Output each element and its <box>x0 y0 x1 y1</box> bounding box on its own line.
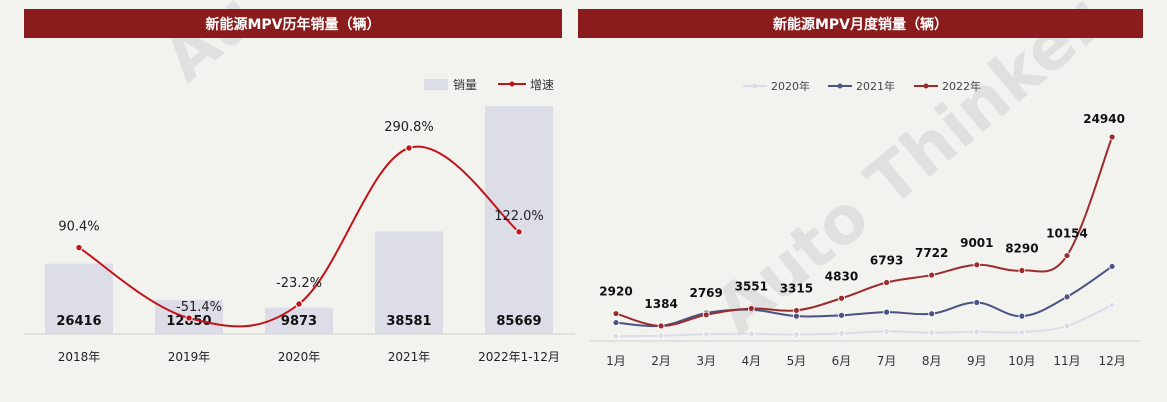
bar-2 <box>265 307 333 334</box>
growth-label-4: 122.0% <box>494 209 544 224</box>
series-1-point-5 <box>838 311 845 319</box>
growth-label-0: 90.4% <box>58 220 99 235</box>
monthly-chart-title: 新能源MPV月度销量（辆） <box>578 9 1143 38</box>
x-tick-label-3: 2021年 <box>388 350 431 364</box>
legend-volume-swatch <box>424 79 448 90</box>
series-0-point-3 <box>747 330 755 338</box>
series-0-point-4 <box>792 331 800 338</box>
series-2-label-3: 3551 <box>735 280 768 294</box>
x-tick-label-2: 2020年 <box>278 350 321 364</box>
bar-value-label-4: 85669 <box>496 314 541 329</box>
series-1-point-11 <box>1108 263 1116 270</box>
growth-label-3: 290.8% <box>384 120 434 135</box>
series-2-label-2: 2769 <box>689 286 722 300</box>
legend-growth-label: 增速 <box>530 78 554 92</box>
series-2-point-8 <box>973 261 981 269</box>
legend-label-1: 2021年 <box>856 79 895 93</box>
x-tick-label-3: 4月 <box>741 354 761 368</box>
x-tick-label-7: 8月 <box>922 354 942 368</box>
x-tick-label-4: 2022年1-12月 <box>478 350 560 364</box>
annual-sales-chart: 销量增速264162018年128502019年98732020年3858120… <box>24 78 575 364</box>
series-0-point-6 <box>883 327 891 335</box>
series-2-point-7 <box>928 271 936 279</box>
bar-value-label-0: 26416 <box>56 314 101 329</box>
x-tick-label-9: 10月 <box>1008 354 1035 368</box>
series-2-point-6 <box>883 279 891 286</box>
legend-label-0: 2020年 <box>771 79 810 93</box>
growth-point-4 <box>515 228 523 236</box>
series-1-point-7 <box>928 310 936 318</box>
series-0-point-10 <box>1063 322 1071 330</box>
growth-line <box>78 145 520 328</box>
annual-sales-panel: 新能源MPV历年销量（辆） 销量增速264162018年128502019年98… <box>0 0 578 402</box>
growth-point-1 <box>185 314 193 322</box>
series-2-point-5 <box>838 294 845 302</box>
series-0-point-1 <box>657 332 665 340</box>
legend-volume-label: 销量 <box>453 78 477 92</box>
series-line-0 <box>615 304 1113 338</box>
series-2-label-0: 2920 <box>599 285 632 299</box>
monthly-sales-panel: 新能源MPV月度销量（辆） 2020年 2021年 2022年 1月 2月 3月 4月 5月 6… <box>578 0 1167 402</box>
x-tick-label-0: 1月 <box>606 354 626 368</box>
series-1-point-6 <box>883 308 891 316</box>
series-1-point-10 <box>1063 293 1071 301</box>
growth-label-1: -51.4% <box>176 300 222 315</box>
x-tick-label-5: 6月 <box>832 354 852 368</box>
series-2-point-3 <box>747 305 755 312</box>
x-tick-label-0: 2018年 <box>58 350 101 364</box>
growth-point-3 <box>405 144 413 152</box>
series-0-point-11 <box>1108 301 1116 309</box>
series-2-label-10: 10154 <box>1046 227 1088 241</box>
x-tick-label-6: 7月 <box>877 354 897 368</box>
series-2-point-4 <box>792 307 800 314</box>
legend-marker-1 <box>837 83 843 89</box>
x-tick-label-8: 9月 <box>967 354 987 368</box>
series-0-point-2 <box>702 330 710 338</box>
bar-value-label-2: 9873 <box>281 314 317 329</box>
series-2-label-7: 7722 <box>915 246 948 260</box>
series-1-point-9 <box>1018 312 1026 320</box>
series-2-label-4: 3315 <box>780 281 813 295</box>
series-2-label-1: 1384 <box>644 297 677 311</box>
growth-label-2: -23.2% <box>276 276 322 291</box>
series-2-point-0 <box>612 310 620 317</box>
x-tick-label-2: 3月 <box>696 354 716 368</box>
growth-point-0 <box>75 243 83 252</box>
legend-label-2: 2022年 <box>942 79 981 93</box>
series-1-point-0 <box>612 319 620 326</box>
annual-chart-title: 新能源MPV历年销量（辆） <box>24 9 562 38</box>
bar-value-label-3: 38581 <box>386 314 431 329</box>
series-1-point-8 <box>973 299 981 306</box>
series-0-point-9 <box>1018 328 1026 336</box>
series-0-point-5 <box>838 329 845 337</box>
bar-0 <box>45 263 113 334</box>
series-0-point-8 <box>973 328 981 336</box>
growth-point-2 <box>295 300 303 308</box>
series-2-label-11: 24940 <box>1083 112 1125 126</box>
x-tick-label-10: 11月 <box>1053 354 1080 368</box>
series-2-label-8: 9001 <box>960 236 993 250</box>
monthly-sales-chart: 2020年 2021年 2022年 1月 2月 3月 4月 5月 6月 7月 8月 9月 10月 11月 1… <box>590 79 1140 368</box>
series-line-1 <box>615 265 1113 328</box>
series-2-label-6: 6793 <box>870 254 903 268</box>
x-tick-label-1: 2月 <box>651 354 671 368</box>
legend-growth-marker <box>509 81 515 87</box>
series-0-point-7 <box>928 329 936 336</box>
bar-3 <box>375 231 443 334</box>
series-0-point-0 <box>612 332 620 340</box>
series-2-point-1 <box>657 322 665 330</box>
x-tick-label-11: 12月 <box>1098 354 1125 368</box>
series-2-point-11 <box>1108 133 1116 141</box>
series-2-label-5: 4830 <box>825 269 858 283</box>
series-1-point-4 <box>792 312 800 320</box>
legend-marker-2 <box>923 83 929 89</box>
x-tick-label-1: 2019年 <box>168 350 211 364</box>
series-2-point-10 <box>1063 252 1071 259</box>
series-2-point-2 <box>702 311 710 319</box>
legend-marker-0 <box>752 83 758 89</box>
bar-4 <box>485 106 553 334</box>
series-2-point-9 <box>1018 267 1026 274</box>
series-2-label-9: 8290 <box>1005 242 1038 256</box>
x-tick-label-4: 5月 <box>787 354 807 368</box>
